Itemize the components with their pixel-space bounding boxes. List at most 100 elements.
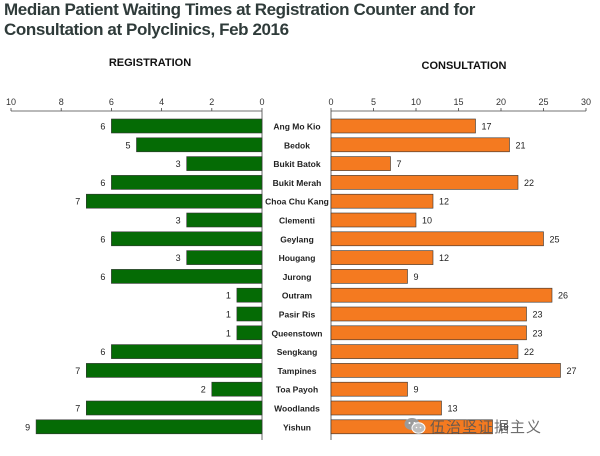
category-label: Geylang (280, 234, 314, 244)
registration-bar (111, 344, 263, 359)
consultation-bar (330, 287, 553, 303)
registration-value-label: 9 (25, 422, 30, 432)
registration-tick-label: 2 (209, 97, 214, 107)
registration-bar (111, 118, 263, 134)
registration-value-label: 1 (226, 291, 231, 301)
watermark: 伍治坚证据主义 (404, 416, 542, 436)
registration-bar (186, 212, 263, 228)
consultation-value-label: 27 (567, 366, 577, 376)
consultation-bar (330, 400, 442, 416)
registration-bar (186, 250, 263, 265)
registration-value-label: 2 (201, 385, 206, 395)
consultation-value-label: 12 (439, 253, 449, 263)
registration-value-label: 7 (75, 404, 80, 414)
registration-bar (86, 193, 263, 209)
registration-bar (111, 175, 263, 190)
consultation-value-label: 10 (422, 216, 432, 226)
consultation-value-label: 17 (482, 122, 492, 132)
registration-bar (236, 306, 263, 322)
consultation-title: CONSULTATION (422, 60, 507, 72)
category-label: Queenstown (271, 328, 322, 338)
consultation-bar (330, 175, 519, 190)
category-label: Choa Chu Kang (265, 197, 329, 207)
registration-value-label: 6 (100, 234, 105, 244)
consultation-bar (330, 344, 519, 359)
registration-value-label: 6 (100, 272, 105, 282)
consultation-bar (330, 325, 527, 341)
chart-title: Median Patient Waiting Times at Registra… (4, 0, 475, 39)
consultation-bar (330, 156, 391, 171)
category-label: Clementi (279, 216, 315, 226)
consultation-value-label: 13 (448, 404, 458, 414)
category-label: Ang Mo Kio (273, 122, 320, 132)
registration-value-label: 3 (176, 216, 181, 226)
registration-value-label: 6 (100, 347, 105, 357)
consultation-value-label: 23 (533, 328, 543, 338)
category-label: Hougang (279, 253, 316, 263)
consultation-tick-label: 30 (581, 97, 591, 107)
consultation-bar (330, 269, 408, 284)
category-label: Yishun (283, 422, 311, 432)
registration-tick-label: 4 (159, 97, 164, 107)
wechat-icon (404, 418, 426, 434)
registration-value-label: 1 (226, 310, 231, 320)
consultation-value-label: 22 (524, 347, 534, 357)
consultation-tick-label: 20 (496, 97, 506, 107)
registration-value-label: 3 (176, 159, 181, 169)
consultation-tick-label: 0 (328, 97, 333, 107)
watermark-text: 伍治坚证据主义 (430, 417, 543, 436)
consultation-tick-label: 10 (411, 97, 421, 107)
registration-value-label: 6 (100, 122, 105, 132)
category-label: Bukit Batok (273, 159, 321, 169)
consultation-tick-label: 5 (371, 97, 376, 107)
consultation-bar (330, 137, 510, 153)
consultation-value-label: 9 (414, 272, 419, 282)
registration-tick-label: 6 (109, 97, 114, 107)
registration-bar (236, 287, 263, 303)
consultation-bar (330, 231, 544, 247)
consultation-bar (330, 250, 434, 265)
registration-bar (236, 325, 263, 341)
registration-bar (111, 231, 263, 247)
registration-bar (186, 156, 263, 171)
consultation-value-label: 21 (516, 140, 526, 150)
registration-value-label: 5 (125, 140, 130, 150)
consultation-value-label: 19 (499, 422, 509, 432)
category-label: Outram (282, 291, 313, 301)
consultation-value-label: 23 (533, 310, 543, 320)
registration-value-label: 1 (226, 328, 231, 338)
registration-value-label: 7 (75, 197, 80, 207)
consultation-value-label: 25 (550, 234, 560, 244)
category-label: Woodlands (274, 404, 320, 414)
consultation-value-label: 9 (414, 385, 419, 395)
registration-tick-label: 0 (259, 97, 264, 107)
consultation-bar (330, 381, 408, 397)
registration-value-label: 7 (75, 366, 80, 376)
consultation-value-label: 22 (524, 178, 534, 188)
consultation-tick-label: 15 (453, 97, 463, 107)
consultation-bar (330, 118, 476, 134)
registration-bar (111, 269, 263, 284)
registration-bar (211, 381, 263, 397)
consultation-value-label: 26 (558, 291, 568, 301)
category-label: Bukit Merah (273, 178, 322, 188)
registration-value-label: 6 (100, 178, 105, 188)
registration-title: REGISTRATION (109, 57, 191, 69)
category-label: Bedok (284, 140, 310, 150)
registration-bar (35, 419, 263, 435)
registration-bar (86, 363, 263, 378)
consultation-bar (330, 193, 434, 209)
category-label: Toa Payoh (276, 385, 318, 395)
category-label: Tampines (277, 366, 316, 376)
consultation-bar (330, 363, 561, 378)
registration-tick-label: 10 (6, 97, 16, 107)
registration-bar (86, 400, 263, 416)
consultation-bar (330, 212, 417, 228)
category-label: Jurong (283, 272, 312, 282)
registration-bar (136, 137, 263, 153)
registration-tick-label: 8 (59, 97, 64, 107)
registration-value-label: 3 (176, 253, 181, 263)
category-label: Sengkang (277, 347, 318, 357)
